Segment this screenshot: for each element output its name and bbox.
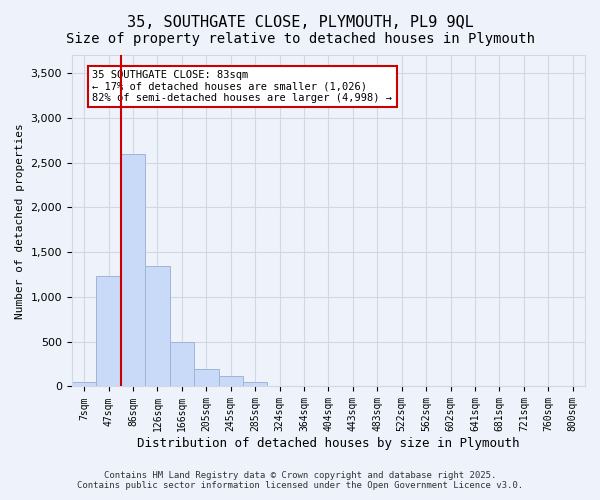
Text: 35 SOUTHGATE CLOSE: 83sqm
← 17% of detached houses are smaller (1,026)
82% of se: 35 SOUTHGATE CLOSE: 83sqm ← 17% of detac… bbox=[92, 70, 392, 103]
Bar bbox=[170, 342, 194, 386]
Bar bbox=[218, 376, 243, 386]
Bar bbox=[243, 382, 268, 386]
Y-axis label: Number of detached properties: Number of detached properties bbox=[15, 123, 25, 318]
Bar bbox=[145, 266, 170, 386]
Bar bbox=[194, 368, 218, 386]
Text: 35, SOUTHGATE CLOSE, PLYMOUTH, PL9 9QL: 35, SOUTHGATE CLOSE, PLYMOUTH, PL9 9QL bbox=[127, 15, 473, 30]
Bar bbox=[97, 276, 121, 386]
X-axis label: Distribution of detached houses by size in Plymouth: Distribution of detached houses by size … bbox=[137, 437, 520, 450]
Bar bbox=[121, 154, 145, 386]
Bar bbox=[72, 382, 97, 386]
Text: Size of property relative to detached houses in Plymouth: Size of property relative to detached ho… bbox=[65, 32, 535, 46]
Text: Contains HM Land Registry data © Crown copyright and database right 2025.
Contai: Contains HM Land Registry data © Crown c… bbox=[77, 470, 523, 490]
